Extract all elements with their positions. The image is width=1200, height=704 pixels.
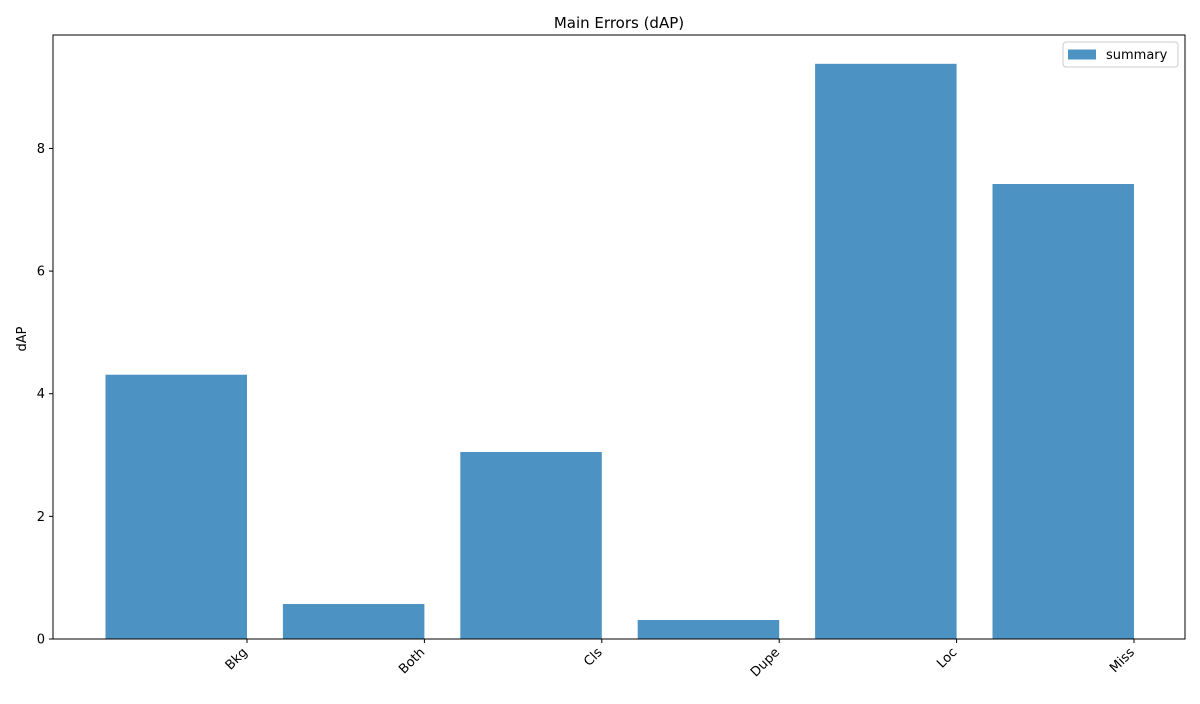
bars-group — [105, 63, 1134, 639]
y-axis: 0 2 4 6 8 — [37, 142, 53, 648]
chart-title: Main Errors (dAP) — [554, 14, 684, 32]
plot-frame — [52, 34, 1186, 640]
y-tick-label: 6 — [37, 265, 45, 280]
x-tick-label: Dupe — [748, 645, 783, 680]
y-tick-label: 8 — [37, 142, 45, 157]
bar-dupe — [637, 619, 780, 639]
legend-box — [1062, 41, 1179, 68]
x-tick-label: Cls — [581, 645, 606, 670]
y-tick-label: 2 — [37, 510, 45, 525]
x-tick-label: Bkg — [223, 645, 251, 673]
y-tick-label: 0 — [37, 633, 45, 648]
bar-both — [282, 604, 425, 639]
x-tick-label: Both — [396, 645, 428, 677]
y-axis-label: dAP — [15, 326, 30, 351]
legend-label: summary — [1106, 48, 1168, 63]
bar-miss — [992, 184, 1134, 639]
legend-swatch — [1068, 49, 1096, 60]
bar-bkg — [105, 374, 247, 639]
y-tick-label: 4 — [37, 387, 45, 402]
legend: summary — [1062, 41, 1179, 68]
x-tick-label: Loc — [934, 645, 960, 671]
x-tick-label: Miss — [1107, 645, 1138, 676]
bar-loc — [815, 63, 957, 639]
bar-cls — [460, 451, 602, 639]
x-axis: Bkg Both Cls Dupe Loc Miss — [223, 639, 1138, 680]
